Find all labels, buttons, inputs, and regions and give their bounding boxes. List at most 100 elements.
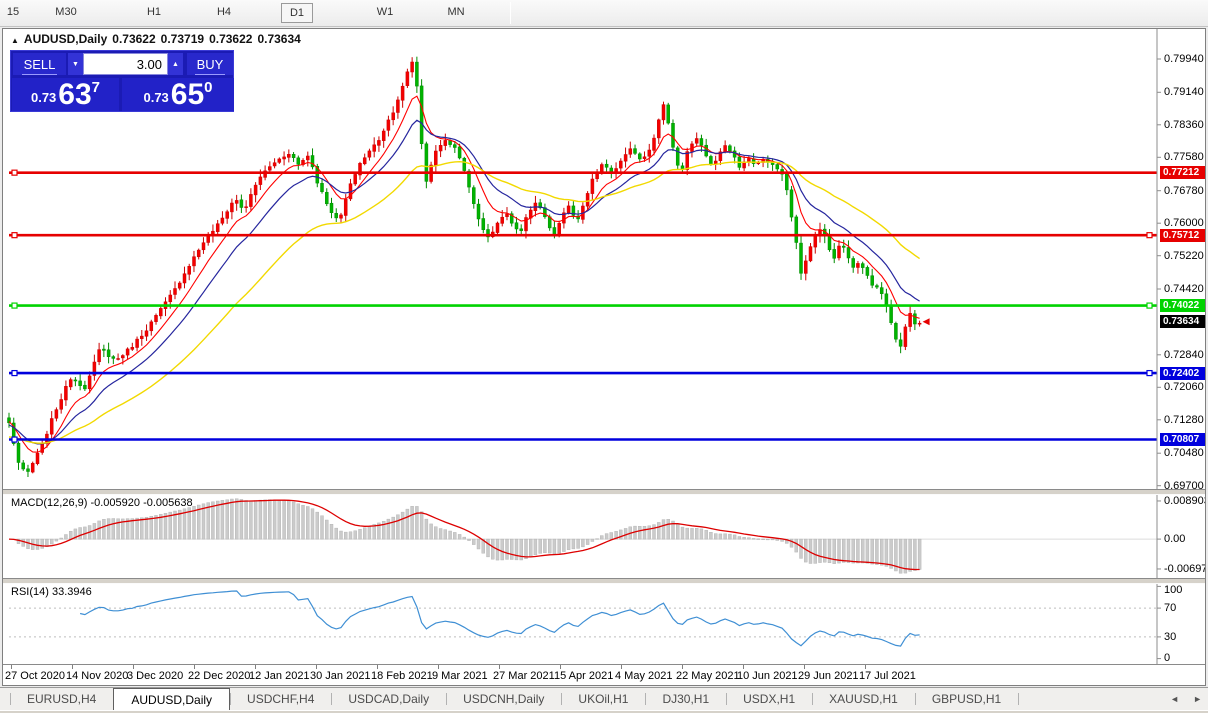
date-tick-label: 9 Mar 2021: [432, 670, 488, 682]
rsi-tick-label: 100: [1164, 584, 1183, 596]
price-tick-label: 0.76780: [1164, 184, 1204, 197]
price-tick-label: 0.79140: [1164, 86, 1204, 99]
sell-price-display[interactable]: 0.73 63 7: [12, 78, 119, 111]
chart-window: 0.79940 0.79140 0.78360 0.77580 0.76780 0.760…: [2, 28, 1206, 686]
date-tick-label: 10 Jun 2021: [737, 670, 798, 682]
date-tick: [804, 665, 805, 669]
price-line-badge: 0.70807: [1160, 433, 1205, 447]
price-tick-label: 0.69700: [1164, 479, 1204, 489]
price-tick-label: 0.79940: [1164, 53, 1204, 65]
date-tick-label: 14 Nov 2020: [66, 670, 129, 682]
price-tick-label: 0.78360: [1164, 118, 1204, 131]
date-tick: [11, 665, 12, 669]
date-tick-label: 17 Jul 2021: [859, 670, 916, 682]
timeframe-h4[interactable]: H4: [216, 6, 232, 18]
date-tick: [865, 665, 866, 669]
tab-xauusd-h1[interactable]: XAUUSD,H1: [812, 688, 915, 710]
timeframe-mn[interactable]: MN: [447, 6, 465, 18]
buy-button[interactable]: BUY: [187, 53, 233, 75]
chart-symbol-label: AUDUSD,Daily: [23, 32, 108, 46]
pane-splitter[interactable]: [3, 489, 1205, 495]
tab-audusd-daily[interactable]: AUDUSD,Daily: [113, 688, 231, 710]
status-strip: [0, 710, 1208, 713]
rsi-indicator-pane: 100 70 30 0 RSI(14) 33.3946: [3, 584, 1205, 664]
price-tick-label: 0.70480: [1164, 447, 1204, 460]
volume-increase-button[interactable]: ▲: [168, 53, 183, 75]
tab-eurusd-h4[interactable]: EURUSD,H4: [10, 688, 113, 710]
price-tick-label: 0.74420: [1164, 283, 1204, 295]
timeframe-h1[interactable]: H1: [146, 6, 162, 18]
timeframe-toolbar: 15 M30 H1 H4 D1 W1 MN: [0, 0, 1208, 27]
macd-label: MACD(12,26,9) -0.005920 -0.005638: [11, 497, 193, 509]
date-tick: [743, 665, 744, 669]
date-tick: [377, 665, 378, 669]
date-tick: [682, 665, 683, 669]
symbol-tab-bar: EURUSD,H4 AUDUSD,Daily USDCHF,H4 USDCAD,Dai…: [0, 687, 1208, 710]
price-chart-pane: 0.79940 0.79140 0.78360 0.77580 0.76780 0.760…: [3, 29, 1205, 489]
date-tick: [438, 665, 439, 669]
price-tick-label: 0.77580: [1164, 151, 1204, 164]
ohlc-high: 0.73719: [160, 32, 205, 46]
tab-scroll-arrows: ◄ ►: [1156, 688, 1202, 710]
tab-usdcnh-daily[interactable]: USDCNH,Daily: [446, 688, 561, 710]
date-tick: [72, 665, 73, 669]
timeframe-w1[interactable]: W1: [376, 6, 394, 18]
rsi-tick-label: 30: [1164, 630, 1177, 643]
price-line-badge: 0.77212: [1160, 166, 1205, 180]
date-tick: [194, 665, 195, 669]
tab-usdx-h1[interactable]: USDX,H1: [726, 688, 812, 710]
rsi-canvas[interactable]: [3, 584, 1205, 664]
tab-dj30-h1[interactable]: DJ30,H1: [645, 688, 726, 710]
macd-tick-label: 0.00: [1164, 533, 1186, 546]
sell-button[interactable]: SELL: [13, 53, 66, 75]
date-tick-label: 22 May 2021: [676, 670, 740, 682]
price-tick-label: 0.76000: [1164, 217, 1204, 230]
date-tick-label: 27 Oct 2020: [5, 670, 65, 682]
buy-price-display[interactable]: 0.73 65 0: [122, 78, 234, 111]
chart-title: ▲ AUDUSD,Daily 0.73622 0.73719 0.73622 0.7363…: [11, 32, 306, 46]
price-tick-label: 0.72840: [1164, 348, 1204, 361]
date-axis: 27 Oct 2020 14 Nov 2020 3 Dec 2020 22 Dec 2…: [3, 664, 1205, 685]
price-line-badge: 0.72402: [1160, 366, 1205, 380]
date-tick-label: 30 Jan 2021: [310, 670, 371, 682]
price-tick-label: 0.72060: [1164, 381, 1204, 394]
date-tick: [560, 665, 561, 669]
tab-usdcad-daily[interactable]: USDCAD,Daily: [331, 688, 446, 710]
price-tick-label: 0.75220: [1164, 249, 1204, 262]
date-tick-label: 4 May 2021: [615, 670, 673, 682]
tab-usdchf-h4[interactable]: USDCHF,H4: [230, 688, 331, 710]
date-tick-label: 15 Apr 2021: [554, 670, 614, 682]
volume-decrease-button[interactable]: ▼: [68, 53, 83, 75]
timeframe-15[interactable]: 15: [6, 6, 20, 18]
tabs-scroll-left-icon[interactable]: ◄: [1170, 694, 1180, 704]
toolbar-separator: [510, 2, 511, 24]
tab-separator-end: [1018, 688, 1020, 710]
date-tick: [255, 665, 256, 669]
tabs-scroll-right-icon[interactable]: ►: [1193, 694, 1202, 704]
pane-splitter[interactable]: [3, 578, 1205, 584]
timeframe-m30[interactable]: M30: [55, 6, 77, 18]
timeframe-d1[interactable]: D1: [281, 3, 313, 23]
price-line-badge: 0.74022: [1160, 299, 1205, 313]
date-tick-label: 27 Mar 2021: [493, 670, 555, 682]
macd-indicator-pane: 0.008903 0.00 -0.00697 MACD(12,26,9) -0.00…: [3, 495, 1205, 578]
ohlc-close: 0.73634: [257, 32, 301, 46]
date-tick-label: 12 Jan 2021: [249, 670, 310, 682]
date-tick: [133, 665, 134, 669]
tab-gbpusd-h1[interactable]: GBPUSD,H1: [914, 688, 1018, 710]
date-tick-label: 18 Feb 2021: [371, 670, 433, 682]
tab-ukoil-h1[interactable]: UKOil,H1: [561, 688, 645, 710]
ohlc-low: 0.73622: [209, 32, 253, 46]
collapse-panel-icon[interactable]: ▲: [11, 36, 19, 45]
current-price-badge: 0.73634: [1160, 315, 1205, 329]
date-tick-label: 3 Dec 2020: [127, 670, 184, 682]
macd-canvas[interactable]: [3, 495, 1205, 578]
macd-tick-label: -0.00697: [1164, 562, 1205, 575]
rsi-tick-label: 0: [1164, 652, 1171, 664]
date-tick-label: 22 Dec 2020: [188, 670, 251, 682]
volume-input[interactable]: [83, 53, 168, 75]
date-tick-label: 29 Jun 2021: [798, 670, 859, 682]
price-line-badge: 0.75712: [1160, 228, 1205, 242]
date-tick: [499, 665, 500, 669]
